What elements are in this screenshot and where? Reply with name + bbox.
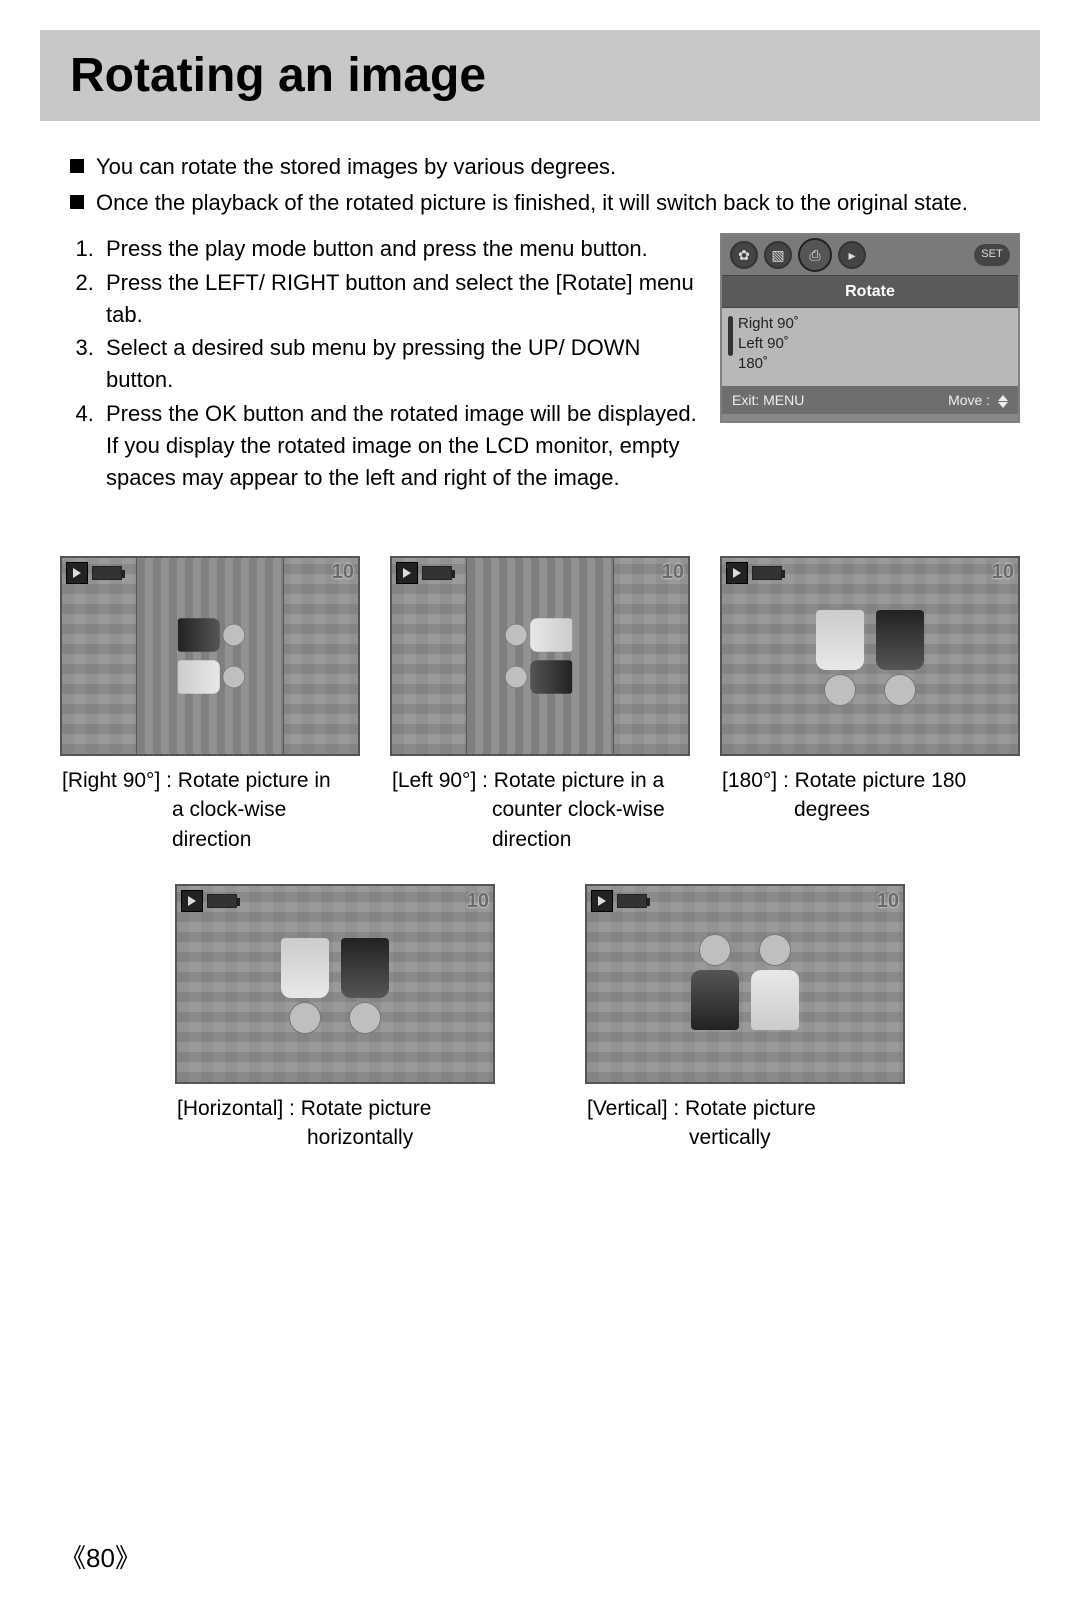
step-1: Press the play mode button and press the… (100, 233, 700, 265)
playback-icon (66, 562, 88, 584)
page-number: 80 (60, 1538, 141, 1575)
intro-line-2: Once the playback of the rotated picture… (96, 187, 968, 219)
play-icon: ▸ (838, 241, 866, 269)
image-icon: ▧ (764, 241, 792, 269)
page-title: Rotating an image (70, 48, 1040, 103)
caption-horizontal: [Horizontal] : Rotate picture horizontal… (175, 1094, 495, 1153)
caption-right90: [Right 90°] : Rotate picture in a clock-… (60, 766, 360, 854)
example-left90: 10 [Left 90°] : Rotate picture in a coun… (390, 556, 690, 854)
example-180: 10 [180°] : Rotate picture 180 degrees (720, 556, 1020, 854)
menu-option-right90: Right 90˚ (738, 314, 1010, 334)
image-count: 10 (332, 561, 354, 584)
playback-icon (396, 562, 418, 584)
up-arrow-icon (998, 395, 1008, 401)
scroll-indicator-icon (728, 316, 733, 356)
menu-move-label: Move : (948, 390, 1008, 410)
menu-footer: Exit: MENU Move : (722, 386, 1018, 414)
trash-icon: ✿ (730, 241, 758, 269)
image-count: 10 (467, 890, 489, 913)
battery-icon (422, 566, 452, 580)
battery-icon (617, 894, 647, 908)
playback-icon (591, 890, 613, 912)
menu-top-icons: ✿ ▧ ⎙ ▸ SET (722, 235, 1018, 275)
bullet-icon (70, 195, 84, 209)
menu-title: Rotate (722, 275, 1018, 308)
menu-exit-label: Exit: MENU (732, 390, 804, 410)
playback-icon (726, 562, 748, 584)
step-2: Press the LEFT/ RIGHT button and select … (100, 267, 700, 331)
battery-icon (752, 566, 782, 580)
menu-option-180: 180˚ (738, 354, 1010, 374)
caption-vertical: [Vertical] : Rotate picture vertically (585, 1094, 905, 1153)
battery-icon (207, 894, 237, 908)
intro-line-1: You can rotate the stored images by vari… (96, 151, 616, 183)
caption-180: [180°] : Rotate picture 180 degrees (720, 766, 1020, 825)
bullet-icon (70, 159, 84, 173)
print-icon: ⎙ (798, 238, 832, 272)
image-count: 10 (992, 561, 1014, 584)
example-horizontal: 10 [Horizontal] : Rotate picture horizon… (175, 884, 495, 1153)
camera-menu-screenshot: ✿ ▧ ⎙ ▸ SET Rotate Right 90˚ Left 90˚ 18… (720, 233, 1020, 423)
intro-bullets: You can rotate the stored images by vari… (60, 151, 1020, 219)
image-count: 10 (662, 561, 684, 584)
example-vertical: 10 [Vertical] : Rotate picture verticall… (585, 884, 905, 1153)
step-4: Press the OK button and the rotated imag… (100, 398, 700, 494)
menu-option-left90: Left 90˚ (738, 334, 1010, 354)
battery-icon (92, 566, 122, 580)
playback-icon (181, 890, 203, 912)
down-arrow-icon (998, 402, 1008, 408)
menu-options: Right 90˚ Left 90˚ 180˚ (722, 308, 1018, 386)
examples-gallery: 10 [Right 90°] : Rotate picture in a clo… (0, 556, 1080, 1153)
example-right90: 10 [Right 90°] : Rotate picture in a clo… (60, 556, 360, 854)
set-badge: SET (974, 244, 1010, 266)
image-count: 10 (877, 890, 899, 913)
step-3: Select a desired sub menu by pressing th… (100, 332, 700, 396)
page-header: Rotating an image (40, 30, 1040, 121)
steps-list: Press the play mode button and press the… (60, 233, 700, 496)
content-body: You can rotate the stored images by vari… (0, 121, 1080, 496)
caption-left90: [Left 90°] : Rotate picture in a counter… (390, 766, 690, 854)
